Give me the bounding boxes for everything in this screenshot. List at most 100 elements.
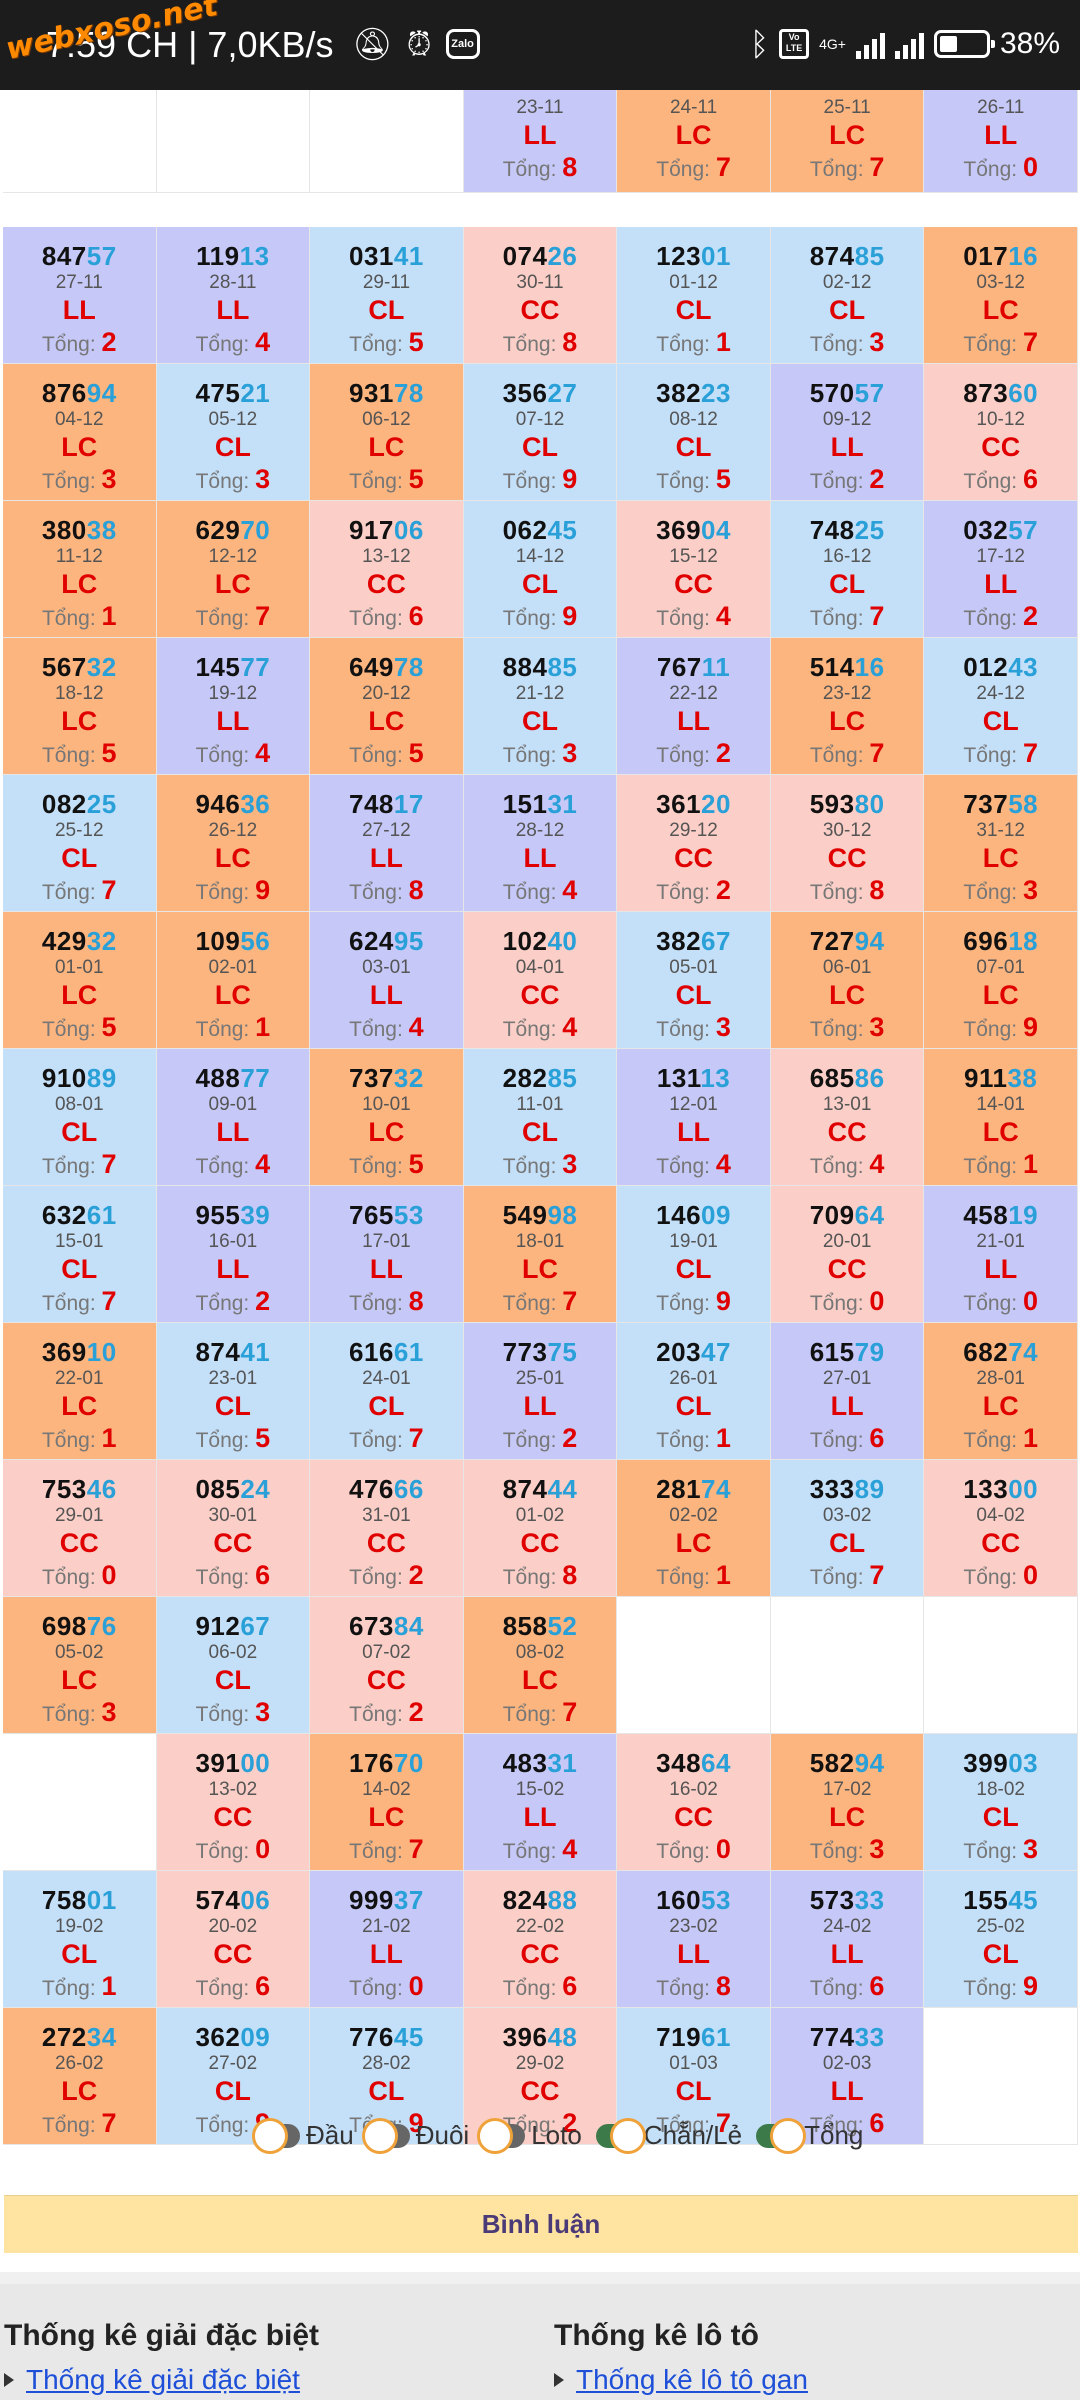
result-head-digits: 282 — [502, 1063, 548, 1093]
result-cell: 39100 13-02 CC Tổng: 0 — [156, 1734, 311, 1871]
sum-row: Tổng: 4 — [464, 1832, 617, 1869]
footer-link-loto[interactable]: Thống kê lô tô gan — [576, 2364, 808, 2395]
footer-col-special: Thống kê giải đặc biệt Thống kê giải đặc… — [4, 2316, 319, 2396]
sum-row: Tổng: 7 — [464, 1284, 617, 1321]
result-tail-digits: 17 — [393, 789, 424, 819]
legend-toggle[interactable]: Chẵn/Lẻ — [595, 2117, 752, 2154]
sum-value: 1 — [101, 1971, 117, 2001]
result-number: 48331 — [464, 1748, 617, 1778]
parity-code: LC — [521, 1665, 558, 1695]
result-head-digits: 748 — [809, 515, 855, 545]
result-cell: 62495 03-01 LL Tổng: 4 — [310, 912, 464, 1049]
sum-value: 7 — [1022, 327, 1038, 357]
result-date: 23-11 — [516, 97, 564, 118]
result-number: 08225 — [3, 789, 156, 819]
result-cell: 56732 18-12 LC Tổng: 5 — [3, 638, 157, 775]
result-head-digits: 145 — [195, 652, 241, 682]
footer-link-special[interactable]: Thống kê giải đặc biệt — [26, 2364, 300, 2395]
result-cell: 01243 24-12 CL Tổng: 7 — [924, 638, 1078, 775]
parity-code: CL — [675, 295, 712, 325]
result-tail-digits: 43 — [1008, 652, 1039, 682]
sum-row: Tổng: 1 — [3, 599, 156, 636]
result-date: 03-02 — [822, 1505, 872, 1526]
legend-toggle[interactable]: Đuôi — [361, 2117, 479, 2154]
result-head-digits: 582 — [809, 1748, 855, 1778]
result-head-digits: 396 — [502, 2022, 548, 2052]
legend-toggle[interactable]: Tổng — [756, 2117, 873, 2154]
sum-value: 1 — [101, 601, 117, 631]
comment-button[interactable]: Bình luận — [4, 2195, 1078, 2253]
triangle-right-icon — [554, 2373, 564, 2387]
result-date: 25-01 — [515, 1368, 565, 1389]
sum-value: 7 — [869, 738, 885, 768]
parity-code: CL — [982, 1802, 1019, 1832]
result-cell: 28285 11-01 CL Tổng: 3 — [463, 1049, 618, 1186]
parity-code: CL — [982, 706, 1019, 736]
result-number: 94636 — [157, 789, 310, 819]
sum-row: Tổng: 7 — [924, 325, 1077, 362]
toggle-switch[interactable] — [595, 2117, 646, 2154]
result-head-digits: 912 — [195, 1611, 241, 1641]
result-head-digits: 382 — [656, 926, 702, 956]
result-head-digits: 776 — [349, 2022, 394, 2052]
toggle-switch[interactable] — [756, 2117, 807, 2154]
sum-row: Tổng: 1 — [924, 1421, 1077, 1458]
result-number: 71961 — [617, 2022, 770, 2052]
result-head-digits: 348 — [656, 1748, 702, 1778]
sum-row: Tổng: 7 — [617, 150, 770, 187]
battery-percent: 38% — [999, 27, 1060, 60]
legend-toggle[interactable]: Đầu — [252, 2117, 364, 2154]
result-number: 57057 — [771, 378, 924, 408]
result-tail-digits: 45 — [1008, 1885, 1039, 1915]
toggle-switch[interactable] — [477, 2117, 526, 2154]
sum-value: 7 — [255, 601, 271, 631]
result-cell: 06245 14-12 CL Tổng: 9 — [463, 501, 618, 638]
parity-code: LL — [984, 569, 1018, 599]
parity-code: CL — [368, 1391, 405, 1421]
sum-row: Tổng: 4 — [157, 736, 310, 773]
result-number: 20347 — [617, 1337, 770, 1367]
result-head-digits: 514 — [809, 652, 855, 682]
sum-row: Tổng: 3 — [771, 1832, 924, 1869]
result-cell: 15131 28-12 LL Tổng: 4 — [463, 775, 618, 912]
result-head-digits: 362 — [195, 2022, 241, 2052]
sum-label: Tổng: — [41, 1566, 102, 1589]
parity-code: CL — [829, 569, 866, 599]
parity-code: LL — [216, 1254, 250, 1284]
sum-label: Tổng: — [963, 1018, 1023, 1041]
sum-value: 2 — [408, 1697, 424, 1727]
sum-row: Tổng: 0 — [3, 1558, 156, 1595]
sum-label: Tổng: — [502, 1018, 563, 1041]
parity-code: CL — [368, 295, 405, 325]
empty-cell — [924, 1597, 1078, 1734]
toggle-switch[interactable] — [361, 2117, 410, 2154]
sum-value: 3 — [869, 1012, 885, 1042]
parity-code: LL — [830, 1391, 864, 1421]
result-date: 21-12 — [515, 683, 565, 704]
sum-label: Tổng: — [195, 1292, 256, 1315]
result-number: 15545 — [924, 1885, 1077, 1915]
sum-label: Tổng: — [195, 470, 256, 493]
sum-value: 9 — [715, 1286, 731, 1316]
toggle-switch[interactable] — [252, 2117, 300, 2154]
toggle-knob — [361, 2117, 398, 2154]
result-cell: 59380 30-12 CC Tổng: 8 — [770, 775, 925, 912]
result-cell: 15545 25-02 CL Tổng: 9 — [924, 1871, 1078, 2008]
result-date: 28-01 — [976, 1368, 1025, 1389]
parity-code: LC — [982, 1391, 1019, 1421]
result-number: 91089 — [3, 1063, 156, 1093]
result-tail-digits: 89 — [86, 1063, 117, 1093]
sum-row: Tổng: 7 — [157, 599, 310, 636]
parity-code: CC — [981, 432, 1021, 462]
result-cell: 48331 15-02 LL Tổng: 4 — [463, 1734, 618, 1871]
parity-code: CL — [521, 569, 558, 599]
sum-row: Tổng: 4 — [464, 873, 617, 910]
result-tail-digits: 03 — [1008, 1748, 1039, 1778]
result-cell: 25-11 LC Tổng: 7 — [770, 90, 925, 193]
result-tail-digits: 06 — [240, 1885, 271, 1915]
result-head-digits: 773 — [502, 1337, 548, 1367]
sum-label: Tổng: — [502, 1155, 563, 1178]
legend-toggle[interactable]: Loto — [477, 2117, 592, 2154]
result-cell: 13113 12-01 LL Tổng: 4 — [617, 1049, 771, 1186]
sum-label: Tổng: — [809, 1292, 870, 1315]
